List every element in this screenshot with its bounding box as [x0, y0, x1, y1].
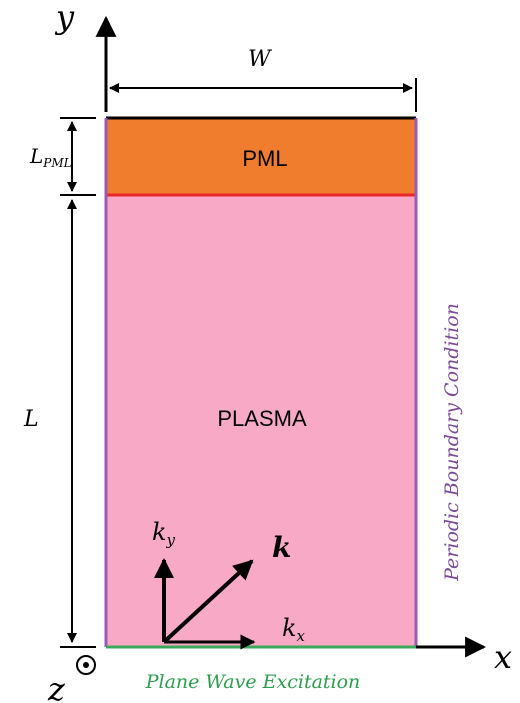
- width-label: W: [248, 47, 273, 72]
- pml-region: [106, 118, 416, 195]
- z-axis-label: z: [47, 670, 66, 703]
- periodic-boundary-label: Periodic Boundary Condition: [441, 303, 463, 582]
- kx-label: kx: [282, 614, 306, 645]
- k-vector-arrow: [162, 559, 254, 644]
- k-vector-label: k: [272, 531, 291, 564]
- plane-wave-excitation-label: Plane Wave Excitation: [145, 671, 361, 693]
- ky-label: ky: [152, 518, 176, 549]
- pml-thickness-label-sub: PML: [42, 156, 71, 170]
- ky-label-sub: y: [166, 531, 176, 549]
- pml-thickness-label: LPML: [29, 144, 72, 170]
- plasma-region-label: PLASMA: [217, 406, 307, 431]
- length-label: L: [23, 407, 39, 432]
- ky-label-main: k: [152, 518, 167, 546]
- pml-thickness-label-main: L: [29, 144, 43, 168]
- kx-label-sub: x: [297, 627, 306, 645]
- y-axis-label: y: [54, 0, 75, 36]
- z-out-of-page-icon: [76, 655, 96, 675]
- kx-label-main: k: [282, 614, 297, 642]
- pml-region-label: PML: [242, 146, 287, 171]
- x-axis-label: x: [494, 638, 512, 676]
